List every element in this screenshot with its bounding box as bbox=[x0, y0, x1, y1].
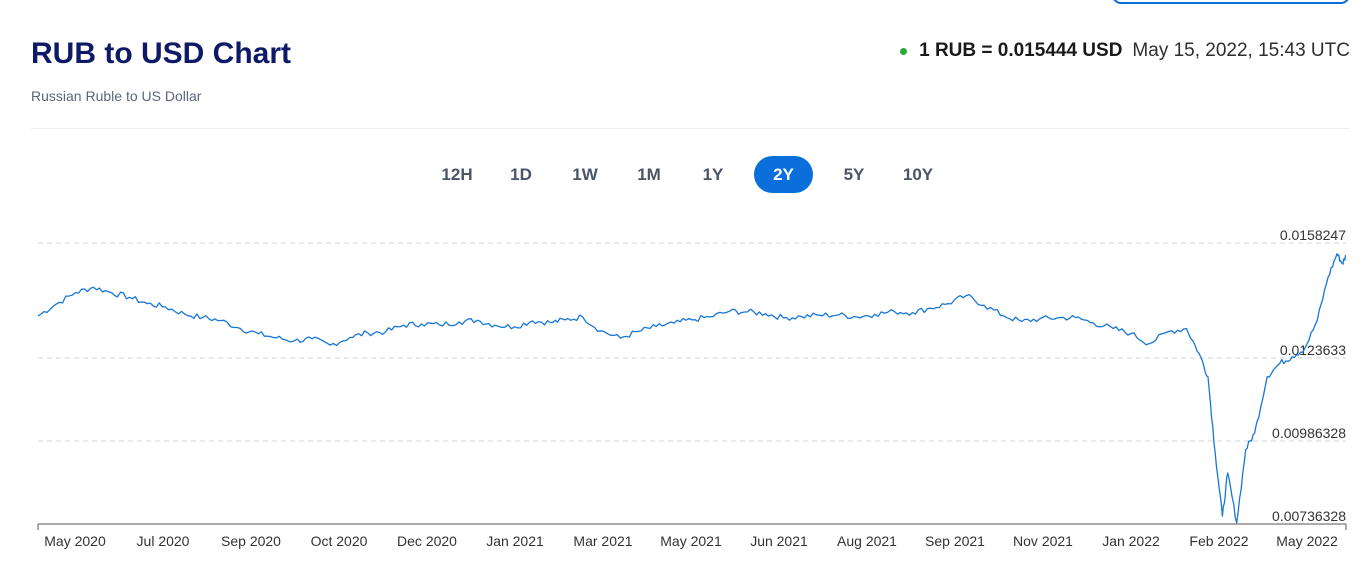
tab-1y[interactable]: 1Y bbox=[690, 156, 736, 193]
x-tick-label: Mar 2021 bbox=[573, 533, 632, 549]
x-tick-label: Oct 2020 bbox=[311, 533, 368, 549]
tab-12h[interactable]: 12H bbox=[434, 156, 480, 193]
range-tabs: 12H 1D 1W 1M 1Y 2Y 5Y 10Y bbox=[0, 156, 1365, 193]
live-dot-icon bbox=[900, 47, 908, 55]
live-rate: 1 RUB = 0.015444 USD May 15, 2022, 15:43… bbox=[900, 40, 1350, 62]
y-tick-label: 0.0158247 bbox=[1280, 227, 1346, 243]
tab-1w[interactable]: 1W bbox=[562, 156, 608, 193]
header-divider bbox=[31, 128, 1350, 129]
x-tick-label: May 2021 bbox=[660, 533, 722, 549]
x-tick-label: May 2022 bbox=[1276, 533, 1338, 549]
x-tick-label: Jul 2020 bbox=[137, 533, 190, 549]
x-tick-label: Sep 2021 bbox=[925, 533, 985, 549]
x-tick-label: Nov 2021 bbox=[1013, 533, 1073, 549]
x-tick-label: Aug 2021 bbox=[837, 533, 897, 549]
tab-2y[interactable]: 2Y bbox=[754, 156, 813, 193]
tab-1m[interactable]: 1M bbox=[626, 156, 672, 193]
page-subtitle: Russian Ruble to US Dollar bbox=[31, 88, 202, 104]
y-tick-label: 0.00986328 bbox=[1272, 425, 1346, 441]
rate-timestamp: May 15, 2022, 15:43 UTC bbox=[1132, 40, 1350, 61]
x-tick-label: May 2020 bbox=[44, 533, 106, 549]
x-tick-label: Sep 2020 bbox=[221, 533, 281, 549]
x-tick-label: Jan 2021 bbox=[486, 533, 544, 549]
x-tick-label: Jun 2021 bbox=[750, 533, 808, 549]
x-tick-label: Dec 2020 bbox=[397, 533, 457, 549]
y-tick-label: 0.00736328 bbox=[1272, 508, 1346, 524]
rate-value: 1 RUB = 0.015444 USD bbox=[919, 40, 1123, 61]
tab-10y[interactable]: 10Y bbox=[895, 156, 941, 193]
x-tick-label: Feb 2022 bbox=[1189, 533, 1248, 549]
tab-5y[interactable]: 5Y bbox=[831, 156, 877, 193]
page-title: RUB to USD Chart bbox=[31, 37, 291, 70]
x-tick-label: Jan 2022 bbox=[1102, 533, 1160, 549]
y-tick-label: 0.0123633 bbox=[1280, 342, 1346, 358]
tab-1d[interactable]: 1D bbox=[498, 156, 544, 193]
series-line bbox=[37, 253, 1347, 524]
